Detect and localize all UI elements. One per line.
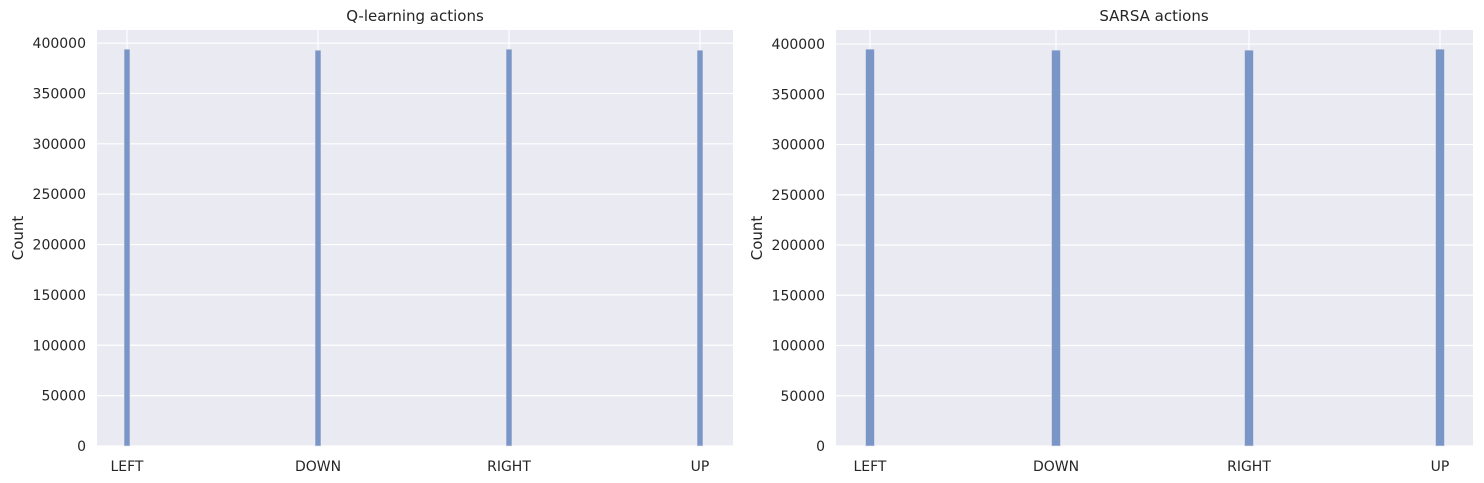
y-tick-labels: 0 50000 100000 150000 200000 250000 300000 3500… (772, 37, 825, 455)
y-tick-label: 100000 (33, 338, 86, 354)
bar-right (505, 48, 513, 447)
y-tick-label: 100000 (772, 339, 825, 355)
y-tick-label: 400000 (772, 37, 825, 53)
y-tick-label: 150000 (772, 288, 825, 304)
y-tick-label: 200000 (33, 238, 86, 254)
sarsa-chart: 0 50000 100000 150000 200000 250000 300000 3500… (748, 7, 1473, 475)
plot-area (836, 30, 1473, 446)
bar-right (1244, 49, 1254, 447)
y-tick-labels: 0 50000 100000 150000 200000 250000 300000 3500… (33, 36, 86, 455)
x-tick-labels: LEFT DOWN RIGHT UP (853, 459, 1449, 475)
x-tick-label: RIGHT (487, 459, 531, 475)
y-tick-label: 300000 (772, 138, 825, 154)
chart-title: Q-learning actions (346, 7, 484, 25)
x-tick-labels: LEFT DOWN RIGHT UP (110, 459, 709, 475)
y-tick-label: 0 (77, 439, 86, 455)
plot-area (97, 30, 733, 446)
y-tick-label: 350000 (772, 87, 825, 103)
bar-down (314, 49, 322, 447)
y-tick-label: 300000 (33, 137, 86, 153)
y-axis-title: Count (748, 216, 766, 261)
x-tick-label: RIGHT (1227, 459, 1271, 475)
bar-layer (123, 48, 704, 447)
chart-title: SARSA actions (1099, 7, 1208, 25)
y-tick-label: 400000 (33, 36, 86, 52)
bar-up (696, 49, 704, 447)
y-tick-label: 250000 (772, 188, 825, 204)
y-tick-label: 200000 (772, 238, 825, 254)
bar-down (1051, 49, 1061, 447)
x-tick-label: UP (1431, 459, 1450, 475)
x-tick-label: LEFT (853, 459, 886, 475)
q-learning-chart: 0 50000 100000 150000 200000 250000 300000 3500… (9, 7, 733, 475)
bar-left (865, 48, 875, 447)
y-axis-title: Count (9, 216, 27, 261)
bar-up (1435, 48, 1445, 447)
x-tick-label: DOWN (295, 459, 341, 475)
x-tick-label: UP (691, 459, 710, 475)
y-tick-label: 50000 (41, 389, 86, 405)
y-tick-label: 0 (816, 439, 825, 455)
x-tick-label: DOWN (1033, 459, 1079, 475)
y-tick-label: 50000 (780, 389, 825, 405)
bar-left (123, 48, 131, 447)
bar-layer (865, 48, 1445, 447)
y-tick-label: 150000 (33, 288, 86, 304)
y-tick-label: 250000 (33, 187, 86, 203)
y-tick-label: 350000 (33, 86, 86, 102)
x-tick-label: LEFT (110, 459, 143, 475)
